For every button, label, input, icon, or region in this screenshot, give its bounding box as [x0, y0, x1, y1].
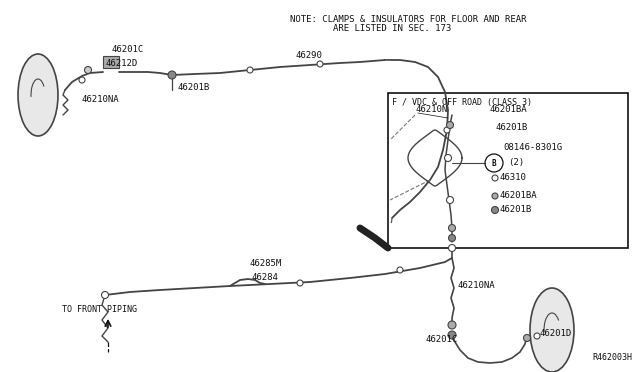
Circle shape [84, 67, 92, 74]
Text: 46284: 46284 [252, 273, 279, 282]
Circle shape [445, 154, 451, 161]
Circle shape [492, 175, 498, 181]
Text: (2): (2) [508, 158, 524, 167]
Circle shape [247, 67, 253, 73]
Text: 46201C: 46201C [112, 45, 144, 55]
Text: TO FRONT PIPING: TO FRONT PIPING [62, 305, 137, 314]
Text: ARE LISTED IN SEC. 173: ARE LISTED IN SEC. 173 [290, 24, 451, 33]
Text: 46201C: 46201C [425, 336, 457, 344]
Text: F / VDC & OFF ROAD (CLASS 3): F / VDC & OFF ROAD (CLASS 3) [392, 98, 532, 107]
Text: B: B [492, 158, 496, 167]
Circle shape [449, 224, 456, 231]
Circle shape [447, 122, 454, 128]
Ellipse shape [18, 54, 58, 136]
Bar [103, 56, 119, 68]
Circle shape [397, 267, 403, 273]
Circle shape [449, 234, 456, 241]
Text: R462003H: R462003H [592, 353, 632, 362]
Text: 46201B: 46201B [178, 83, 211, 93]
Text: 46210N: 46210N [415, 106, 447, 115]
Text: 08146-8301G: 08146-8301G [503, 144, 562, 153]
Text: 46201BA: 46201BA [490, 106, 527, 115]
Circle shape [297, 280, 303, 286]
Text: 46212D: 46212D [105, 58, 137, 67]
Text: 46201B: 46201B [495, 124, 527, 132]
Text: 46201B: 46201B [500, 205, 532, 215]
Circle shape [168, 71, 176, 79]
Circle shape [317, 61, 323, 67]
Text: NOTE: CLAMPS & INSULATORS FOR FLOOR AND REAR: NOTE: CLAMPS & INSULATORS FOR FLOOR AND … [290, 15, 527, 24]
Circle shape [79, 77, 85, 83]
Text: 46201BA: 46201BA [500, 192, 538, 201]
Circle shape [524, 334, 531, 341]
Text: 46201D: 46201D [540, 328, 572, 337]
Circle shape [492, 193, 498, 199]
Text: 46210NA: 46210NA [458, 280, 495, 289]
Circle shape [448, 331, 456, 339]
Circle shape [449, 244, 456, 251]
Circle shape [102, 292, 109, 298]
Circle shape [492, 206, 499, 214]
Bar [388, 93, 628, 248]
Circle shape [447, 196, 454, 203]
Circle shape [444, 127, 450, 133]
Text: 46310: 46310 [500, 173, 527, 183]
Circle shape [448, 321, 456, 329]
Text: 46290: 46290 [295, 51, 322, 61]
Text: 46210NA: 46210NA [82, 96, 120, 105]
Ellipse shape [530, 288, 574, 372]
Text: 46285M: 46285M [250, 260, 282, 269]
Circle shape [534, 333, 540, 339]
